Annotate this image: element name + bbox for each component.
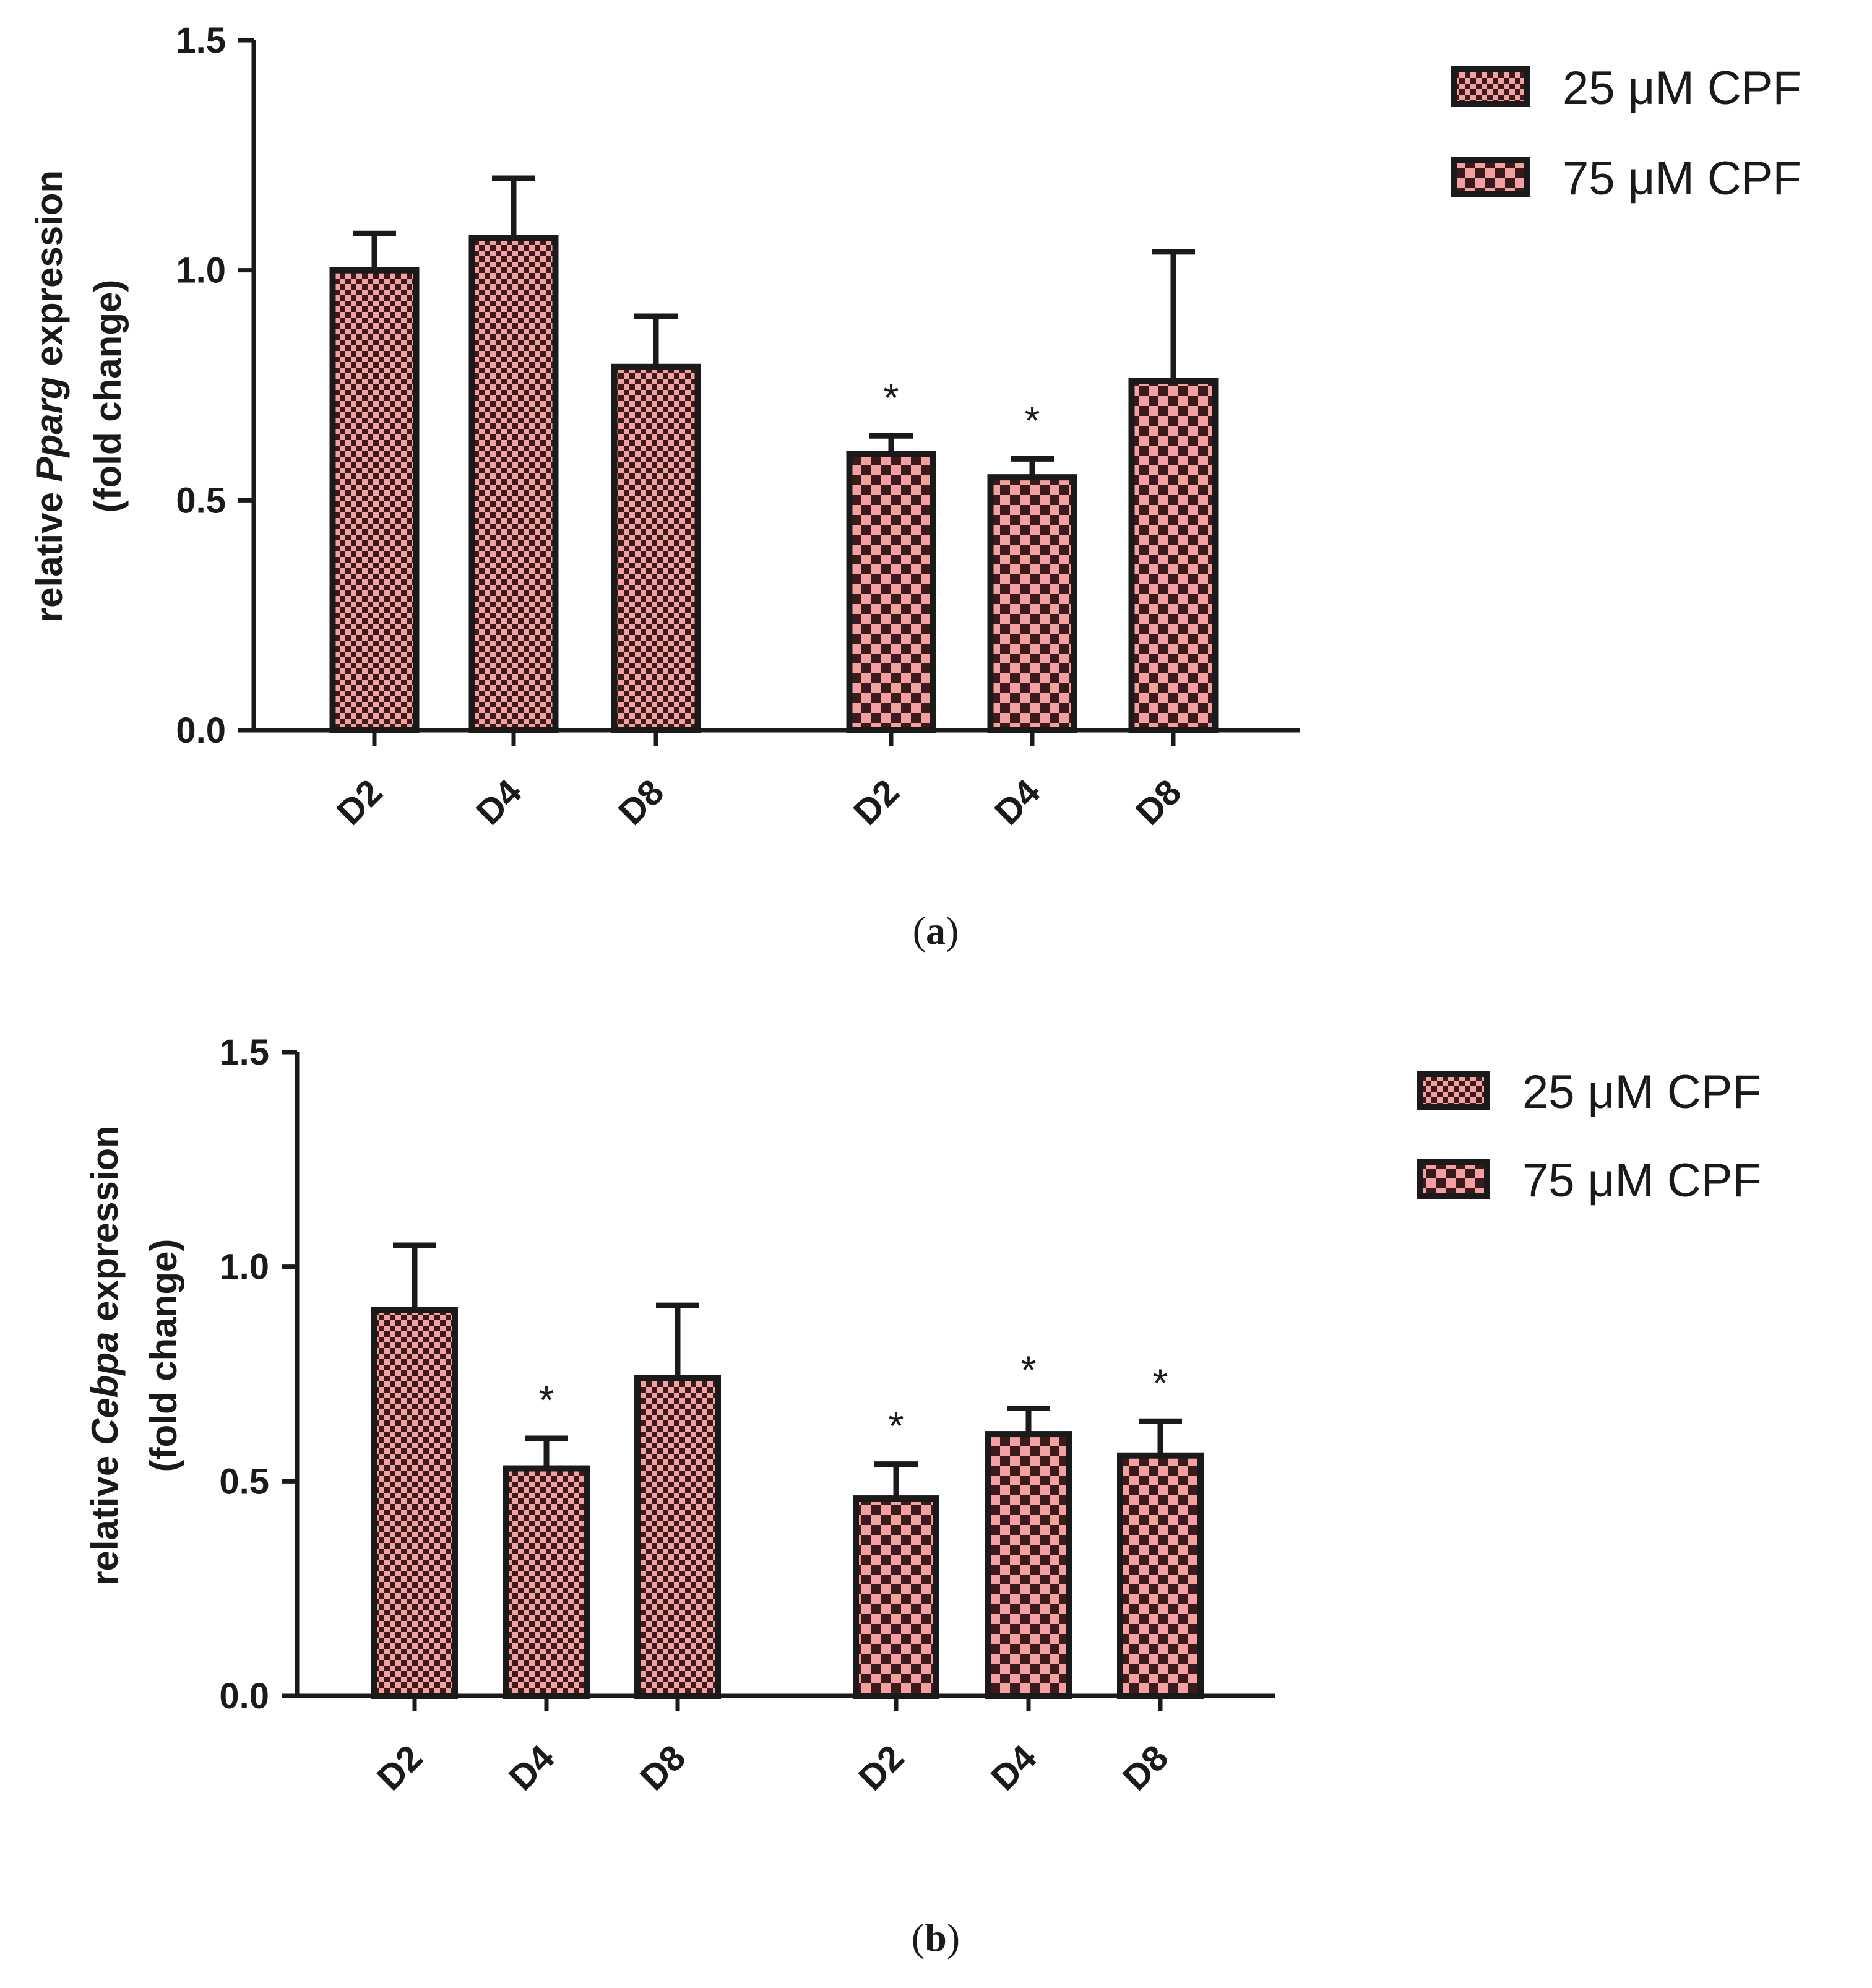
y-tick-label: 1.0	[219, 1247, 269, 1287]
legend-label-25: 25 μM CPF	[1563, 62, 1801, 115]
y-tick-label: 0.5	[176, 480, 226, 521]
significance-mark: *	[1025, 398, 1040, 443]
category-labels: D2 D4 D8 D2 D4 D8	[369, 1737, 1176, 1798]
y-tick-label: 0.0	[176, 711, 226, 751]
x-tick-label: D8	[632, 1737, 693, 1798]
legend-swatch-25	[1417, 1071, 1490, 1110]
x-tick-label: D8	[1128, 772, 1189, 832]
legend-swatch-25	[1451, 66, 1530, 107]
axes: 0.0 0.5 1.0 1.5	[176, 20, 1300, 751]
bar	[634, 1375, 721, 1699]
chart-panel-a: relative Pparg expression (fold change) …	[28, 20, 1801, 953]
legend-swatch-75	[1417, 1159, 1490, 1199]
x-tick-label: D2	[846, 772, 907, 832]
legend-label-25: 25 μM CPF	[1522, 1066, 1761, 1118]
y-tick-label: 0.0	[219, 1676, 269, 1716]
bars: **	[329, 175, 1219, 734]
axes: 0.0 0.5 1.0 1.5	[219, 1032, 1275, 1716]
bar	[468, 235, 559, 733]
legend-label-75: 75 μM CPF	[1522, 1154, 1761, 1207]
bar	[611, 363, 701, 733]
category-labels: D2 D4 D8 D2 D4 D8	[329, 772, 1189, 832]
bar	[1128, 378, 1219, 733]
x-tick-label: D4	[501, 1737, 562, 1798]
y-tick-label: 1.5	[219, 1032, 269, 1073]
y-tick-label: 1.5	[176, 20, 226, 61]
y-axis-label-post: expression	[28, 170, 70, 377]
significance-mark: *	[1153, 1360, 1168, 1405]
y-axis-label-pre: relative	[84, 1445, 126, 1586]
bars: * * * *	[371, 1242, 1204, 1700]
x-tick-label: D2	[369, 1737, 430, 1798]
y-axis-label-gene: Pparg	[28, 376, 70, 482]
bar	[1117, 1452, 1204, 1700]
significance-mark: *	[539, 1378, 554, 1422]
significance-mark: *	[889, 1404, 904, 1448]
bar	[329, 267, 420, 733]
x-tick-label: D4	[987, 772, 1048, 832]
bar	[846, 451, 936, 733]
legend: 25 μM CPF 75 μM CPF	[1417, 1066, 1761, 1207]
x-tick-label: D2	[851, 1737, 912, 1798]
bar	[853, 1495, 939, 1699]
y-axis-label-post: expression	[84, 1125, 126, 1332]
panel-label-a: (a)	[913, 909, 959, 953]
legend: 25 μM CPF 75 μM CPF	[1451, 62, 1801, 205]
bar	[503, 1465, 590, 1700]
bar	[371, 1307, 458, 1699]
bar	[985, 1431, 1072, 1699]
legend-label-75: 75 μM CPF	[1563, 152, 1801, 205]
y-axis-label-line2: (fold change)	[87, 280, 129, 513]
x-tick-label: D8	[611, 772, 671, 832]
significance-mark: *	[1021, 1347, 1037, 1392]
panel-label-b: (b)	[912, 1916, 960, 1960]
y-tick-label: 1.0	[176, 251, 226, 291]
y-axis-label-gene: Cebpa	[84, 1332, 126, 1445]
x-tick-label: D2	[329, 772, 390, 832]
y-axis-label: relative Cebpa expression	[84, 1125, 126, 1586]
chart-panel-b: relative Cebpa expression (fold change) …	[84, 1032, 1761, 1960]
y-axis-label-line2: (fold change)	[143, 1239, 184, 1472]
bar	[987, 474, 1077, 734]
x-tick-label: D8	[1115, 1737, 1176, 1798]
y-tick-label: 0.5	[219, 1461, 269, 1502]
x-tick-label: D4	[468, 772, 529, 832]
significance-mark: *	[884, 375, 899, 420]
y-axis-label: relative Pparg expression	[28, 170, 70, 622]
y-axis-label-pre: relative	[28, 482, 70, 622]
legend-swatch-75	[1451, 157, 1530, 197]
x-tick-label: D4	[983, 1737, 1044, 1798]
